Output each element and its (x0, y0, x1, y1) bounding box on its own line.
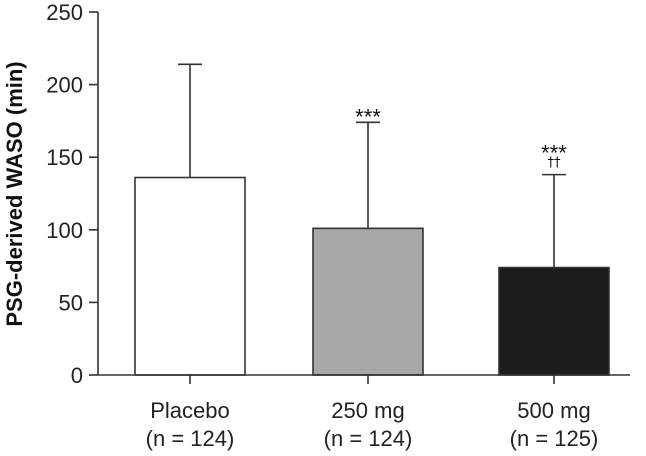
x-category-n-label: (n = 125) (510, 426, 599, 451)
dagger-annotation: †† (548, 156, 562, 171)
y-tick-label: 250 (46, 0, 83, 25)
y-tick-label: 50 (59, 290, 83, 315)
asterisk-annotation: *** (355, 104, 381, 129)
y-axis: 0 50 100 150 200 250 (46, 0, 99, 388)
y-tick-label: 150 (46, 145, 83, 170)
x-category-n-label: (n = 124) (324, 426, 413, 451)
x-category-label: 250 mg (331, 398, 404, 423)
asterisk-annotation: *** (541, 141, 567, 166)
y-axis-title: PSG-derived WASO (min) (2, 61, 27, 326)
x-category-label: Placebo (150, 398, 230, 423)
significance-annotations: ***††*** (355, 104, 567, 170)
x-category-n-label: (n = 124) (146, 426, 235, 451)
x-category-label: 500 mg (517, 398, 590, 423)
y-tick-label: 100 (46, 218, 83, 243)
bar-500-mg (498, 266, 610, 376)
bar-placebo (134, 176, 246, 376)
y-tick-label: 200 (46, 73, 83, 98)
bars (134, 63, 610, 376)
x-axis: Placebo (n = 124) 250 mg (n = 124) 500 mg (n … (98, 374, 630, 451)
y-tick-label: 0 (71, 363, 83, 388)
bar-250-mg (312, 227, 424, 376)
